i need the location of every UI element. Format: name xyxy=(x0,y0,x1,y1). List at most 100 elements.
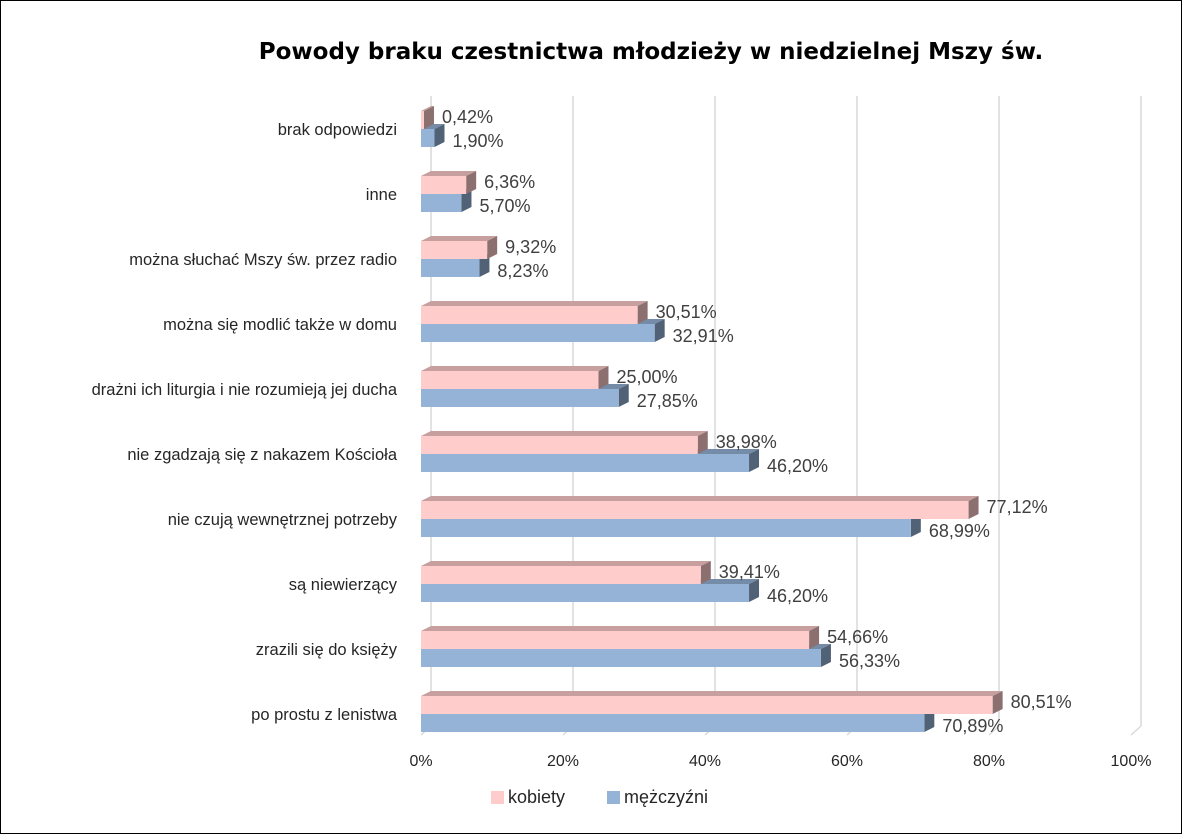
bar-front-face xyxy=(421,714,925,732)
bar-kobiety xyxy=(421,301,648,324)
bar-side-face xyxy=(697,431,708,454)
data-label-mezczyzni: 8,23% xyxy=(497,261,548,281)
bar-side-face xyxy=(479,254,490,277)
bar-side-face xyxy=(924,709,935,732)
bar-front-face xyxy=(421,129,435,147)
gridline-base xyxy=(1130,725,1142,736)
bar-top-face xyxy=(421,496,979,501)
bar-top-face xyxy=(421,366,609,371)
bar-kobiety xyxy=(421,171,477,194)
bar-side-face xyxy=(809,626,820,649)
data-label-mezczyzni: 27,85% xyxy=(637,391,698,411)
data-label-mezczyzni: 56,33% xyxy=(839,651,900,671)
category-label: nie czują wewnętrznej potrzeby xyxy=(168,511,398,529)
bar-front-face xyxy=(421,649,821,667)
data-label-kobiety: 30,51% xyxy=(656,302,717,322)
legend-label: mężczyźni xyxy=(624,787,708,807)
category-label: drażni ich liturgia i nie rozumieją jej … xyxy=(92,381,398,399)
bar-side-face xyxy=(423,106,434,129)
data-label-kobiety: 54,66% xyxy=(827,627,888,647)
x-tick-label: 0% xyxy=(409,753,432,770)
category-label: brak odpowiedzi xyxy=(278,121,397,139)
x-tick-label: 40% xyxy=(689,753,721,770)
bar-top-face xyxy=(421,691,1003,696)
data-label-kobiety: 77,12% xyxy=(987,497,1048,517)
x-tick-label: 20% xyxy=(547,753,579,770)
category-label: nie zgadzają się z nakazem Kościoła xyxy=(127,446,397,464)
data-label-mezczyzni: 68,99% xyxy=(929,521,990,541)
bar-side-face xyxy=(461,189,472,212)
bar-side-face xyxy=(700,561,711,584)
bar-side-face xyxy=(434,124,445,147)
category-label: są niewierzący xyxy=(289,576,398,594)
bar-side-face xyxy=(487,236,498,259)
data-labels: 0,42% 1,90% 6,36% 5,70% 9,32% 8,23% 30,51% 32,9… xyxy=(442,107,1072,736)
bar-front-face xyxy=(421,111,424,129)
bar-side-face xyxy=(598,366,609,389)
data-label-mezczyzni: 70,89% xyxy=(942,716,1003,736)
bar-kobiety xyxy=(421,431,708,454)
bar-side-face xyxy=(820,644,831,667)
legend-label: kobiety xyxy=(508,787,565,807)
bar-front-face xyxy=(421,519,911,537)
bar-side-face xyxy=(968,496,979,519)
bar-side-face xyxy=(654,319,665,342)
bar-front-face xyxy=(421,501,969,519)
bar-front-face xyxy=(421,306,638,324)
x-tick-label: 60% xyxy=(831,753,863,770)
bar-top-face xyxy=(421,626,820,631)
bar-side-face xyxy=(910,514,921,537)
category-label: zrazili się do księży xyxy=(256,641,398,659)
bar-side-face xyxy=(466,171,477,194)
bar-top-face xyxy=(421,236,498,241)
gridline-base xyxy=(988,725,1000,736)
data-label-mezczyzni: 46,20% xyxy=(767,456,828,476)
bar-kobiety xyxy=(421,691,1003,714)
bar-front-face xyxy=(421,324,655,342)
bar-mezczyzni xyxy=(421,124,445,147)
data-label-kobiety: 39,41% xyxy=(719,562,780,582)
x-tick-label: 100% xyxy=(1111,753,1152,770)
bar-kobiety xyxy=(421,106,434,129)
data-label-kobiety: 38,98% xyxy=(716,432,777,452)
bar-top-face xyxy=(421,124,445,129)
data-label-mezczyzni: 5,70% xyxy=(479,196,530,216)
x-axis-ticks: 0% 20% 40% 60% 80% 100% xyxy=(409,753,1151,770)
bar-side-face xyxy=(618,384,629,407)
bar-top-face xyxy=(421,106,434,111)
bar-front-face xyxy=(421,454,750,472)
bar-front-face xyxy=(421,371,599,389)
bar-front-face xyxy=(421,176,467,194)
data-label-kobiety: 9,32% xyxy=(505,237,556,257)
bar-front-face xyxy=(421,194,462,212)
bar-side-face xyxy=(749,579,760,602)
bar-front-face xyxy=(421,584,750,602)
bar-front-face xyxy=(421,389,619,407)
legend: kobiety mężczyźni xyxy=(491,787,708,807)
bar-side-face xyxy=(749,449,760,472)
category-labels: brak odpowiedzi inne można słuchać Mszy św… xyxy=(92,121,398,724)
bar-top-face xyxy=(421,561,711,566)
bar-front-face xyxy=(421,436,698,454)
x-tick-label: 80% xyxy=(973,753,1005,770)
bar-kobiety xyxy=(421,626,820,649)
data-label-mezczyzni: 1,90% xyxy=(452,131,503,151)
category-label: można słuchać Mszy św. przez radio xyxy=(129,251,397,269)
legend-swatch xyxy=(607,791,620,804)
data-label-kobiety: 80,51% xyxy=(1011,692,1072,712)
bar-side-face xyxy=(637,301,648,324)
data-label-kobiety: 6,36% xyxy=(484,172,535,192)
bar-kobiety xyxy=(421,366,609,389)
bar-front-face xyxy=(421,631,810,649)
category-label: po prostu z lenistwa xyxy=(251,706,398,724)
chart-title: Powody braku czestnictwa młodzieży w nie… xyxy=(259,39,1044,65)
bar-front-face xyxy=(421,566,701,584)
data-label-kobiety: 25,00% xyxy=(617,367,678,387)
bar-front-face xyxy=(421,259,480,277)
data-label-mezczyzni: 46,20% xyxy=(767,586,828,606)
bar-kobiety xyxy=(421,561,711,584)
category-label: można się modlić także w domu xyxy=(163,316,397,334)
bar-front-face xyxy=(421,241,488,259)
